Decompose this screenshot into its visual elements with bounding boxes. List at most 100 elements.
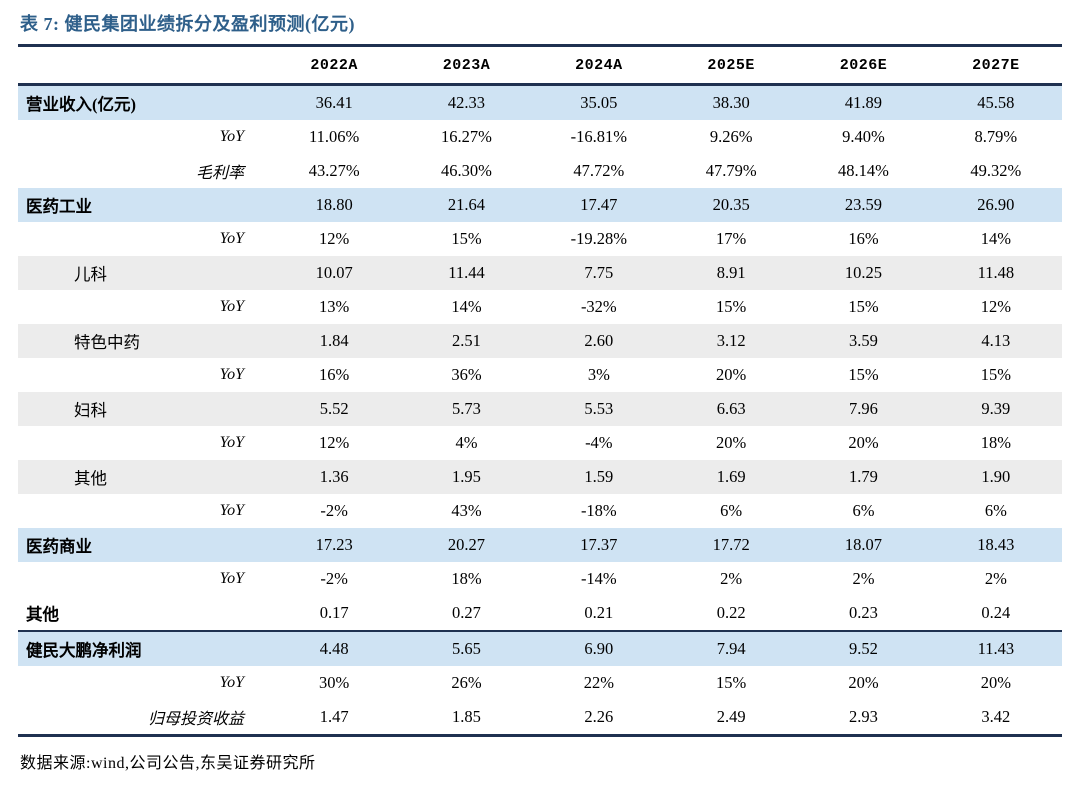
cell-value: 18.43 bbox=[977, 535, 1015, 554]
cell-value: 1.47 bbox=[319, 707, 349, 726]
cell-value: 2% bbox=[984, 569, 1007, 588]
cell-value: 3.59 bbox=[849, 331, 878, 350]
cell-value: 5.52 bbox=[319, 399, 349, 418]
row-label: 医药工业 bbox=[26, 197, 92, 216]
row-label: 毛利率 bbox=[195, 165, 244, 182]
cell-value: 47.79% bbox=[705, 161, 757, 180]
cell-value: 1.59 bbox=[584, 467, 614, 486]
year-column-header: 2023A bbox=[400, 45, 533, 86]
cell-value: 18% bbox=[980, 433, 1011, 452]
cell-value: -4% bbox=[585, 433, 613, 452]
table-row: 健民大鹏净利润 4.48 5.65 6.90 7.94 9.52 11.43 bbox=[18, 631, 1062, 666]
cell-value: 6.63 bbox=[716, 399, 746, 418]
cell-value: 2% bbox=[852, 569, 875, 588]
cell-value: 20.27 bbox=[447, 535, 486, 554]
row-label: YoY bbox=[219, 298, 244, 315]
row-label: YoY bbox=[219, 502, 244, 519]
table-row: YoY 12% 15% -19.28% 17% 16% 14% bbox=[18, 222, 1062, 256]
table-row: 毛利率 43.27% 46.30% 47.72% 47.79% 48.14% 49.32% bbox=[18, 154, 1062, 188]
table-row: 医药工业 18.80 21.64 17.47 20.35 23.59 26.90 bbox=[18, 188, 1062, 222]
row-label: 归母投资收益 bbox=[147, 711, 244, 728]
cell-value: 49.32% bbox=[970, 161, 1022, 180]
cell-value: 15% bbox=[980, 365, 1011, 384]
cell-value: 36% bbox=[451, 365, 482, 384]
cell-value: 18.80 bbox=[315, 195, 353, 214]
cell-value: 0.27 bbox=[400, 596, 533, 632]
cell-value: -2% bbox=[320, 501, 348, 520]
cell-value: -19.28% bbox=[570, 229, 627, 248]
cell-value: 9.40% bbox=[842, 127, 885, 146]
cell-value: 20% bbox=[848, 433, 879, 452]
row-label: 儿科 bbox=[74, 265, 107, 284]
row-label: 妇科 bbox=[74, 401, 107, 420]
cell-value: 46.30% bbox=[441, 161, 492, 180]
cell-value: -2% bbox=[320, 569, 348, 588]
row-label: 其他 bbox=[74, 469, 107, 488]
cell-value: 8.91 bbox=[716, 263, 746, 282]
cell-value: 11.06% bbox=[309, 127, 360, 146]
cell-value: 10.07 bbox=[315, 263, 353, 282]
cell-value: 20% bbox=[848, 673, 879, 692]
cell-value: 8.79% bbox=[974, 127, 1018, 146]
cell-value: 1.85 bbox=[452, 707, 481, 726]
cell-value: 38.30 bbox=[712, 93, 750, 112]
cell-value: 48.14% bbox=[838, 161, 889, 180]
cell-value: 2.49 bbox=[716, 707, 746, 726]
cell-value: 6.90 bbox=[584, 639, 614, 658]
cell-value: 12% bbox=[319, 229, 350, 248]
cell-value: 4% bbox=[455, 433, 478, 452]
cell-value: 42.33 bbox=[447, 93, 486, 112]
cell-value: -14% bbox=[580, 569, 617, 588]
cell-value: 7.75 bbox=[584, 263, 614, 282]
cell-value: 13% bbox=[319, 297, 350, 316]
cell-value: 1.95 bbox=[452, 467, 481, 486]
cell-value: 0.23 bbox=[797, 596, 930, 632]
table-row: 儿科 10.07 11.44 7.75 8.91 10.25 11.48 bbox=[18, 256, 1062, 290]
row-label: YoY bbox=[219, 230, 244, 247]
row-label: YoY bbox=[219, 570, 244, 587]
cell-value: 0.24 bbox=[929, 596, 1062, 632]
year-column-header: 2026E bbox=[797, 45, 930, 86]
cell-value: 23.59 bbox=[844, 195, 883, 214]
cell-value: 5.73 bbox=[452, 399, 481, 418]
header-row: 2022A 2023A 2024A 2025E 2026E 2027E bbox=[18, 45, 1062, 86]
cell-value: 12% bbox=[980, 297, 1011, 316]
cell-value: 43% bbox=[451, 501, 482, 520]
cell-value: 11.44 bbox=[448, 263, 485, 282]
cell-value: 11.48 bbox=[977, 263, 1015, 282]
cell-value: 16% bbox=[319, 365, 350, 384]
cell-value: 15% bbox=[848, 297, 879, 316]
cell-value: 0.22 bbox=[664, 596, 798, 632]
cell-value: -32% bbox=[580, 297, 617, 316]
year-column-header: 2022A bbox=[268, 45, 401, 86]
cell-value: 5.53 bbox=[584, 399, 614, 418]
cell-value: 41.89 bbox=[844, 93, 883, 112]
cell-value: 6% bbox=[984, 501, 1007, 520]
cell-value: 1.69 bbox=[716, 467, 746, 486]
table-row: YoY -2% 18% -14% 2% 2% 2% bbox=[18, 562, 1062, 596]
cell-value: 2.60 bbox=[584, 331, 614, 350]
cell-value: 2.26 bbox=[584, 707, 614, 726]
cell-value: 20.35 bbox=[712, 195, 750, 214]
cell-value: 1.90 bbox=[981, 467, 1011, 486]
table-row: YoY 12% 4% -4% 20% 20% 18% bbox=[18, 426, 1062, 460]
cell-value: 1.84 bbox=[319, 331, 349, 350]
cell-value: 6% bbox=[852, 501, 875, 520]
table-body: 营业收入(亿元) 36.41 42.33 35.05 38.30 41.89 45.58 Yo… bbox=[18, 84, 1062, 736]
cell-value: 11.43 bbox=[977, 639, 1015, 658]
cell-value: 15% bbox=[451, 229, 482, 248]
cell-value: -18% bbox=[580, 501, 617, 520]
cell-value: 9.26% bbox=[709, 127, 753, 146]
table-row: 营业收入(亿元) 36.41 42.33 35.05 38.30 41.89 45.58 bbox=[18, 84, 1062, 120]
cell-value: 17.37 bbox=[580, 535, 618, 554]
cell-value: 18% bbox=[451, 569, 482, 588]
cell-value: 1.79 bbox=[849, 467, 878, 486]
data-source-note: 数据来源:wind,公司公告,东吴证券研究所 bbox=[20, 755, 316, 772]
table-row: 医药商业 17.23 20.27 17.37 17.72 18.07 18.43 bbox=[18, 528, 1062, 562]
cell-value: 14% bbox=[980, 229, 1011, 248]
cell-value: 12% bbox=[319, 433, 350, 452]
table-row: YoY 16% 36% 3% 20% 15% 15% bbox=[18, 358, 1062, 392]
cell-value: 4.48 bbox=[319, 639, 349, 658]
cell-value: 3.42 bbox=[981, 707, 1011, 726]
cell-value: 20% bbox=[716, 433, 747, 452]
